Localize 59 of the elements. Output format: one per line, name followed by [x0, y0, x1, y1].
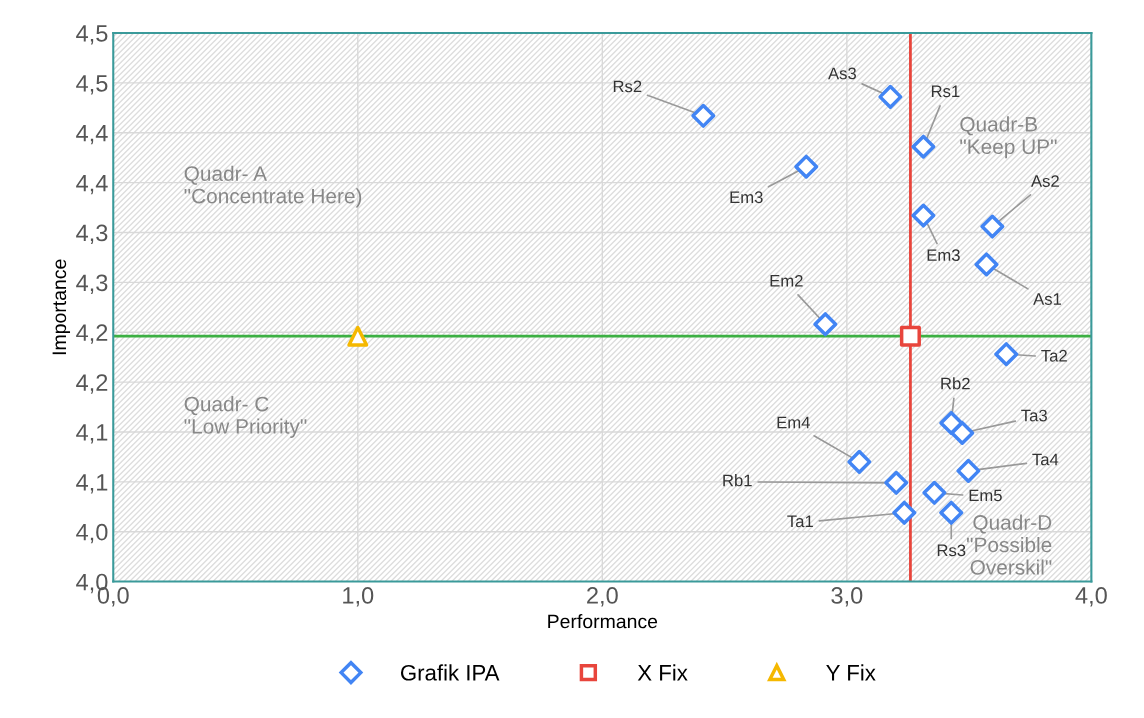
annotation: Em2	[770, 274, 803, 287]
legend-label: Y Fix	[826, 664, 876, 681]
x-tick-label: 1,0	[343, 587, 374, 607]
annotation: Quadr-B "Keep UP"	[960, 116, 1057, 159]
y-axis-title: Importance	[52, 259, 71, 355]
point	[994, 342, 1019, 367]
annotation: Ta3	[1021, 409, 1047, 422]
x-tick-label: 2,0	[587, 587, 618, 607]
annotation: Ta2	[1041, 349, 1067, 362]
point	[884, 470, 909, 495]
legend-label: X Fix	[637, 664, 688, 681]
y-tick-label: 4,3	[76, 224, 108, 245]
point	[911, 203, 936, 228]
annotation: Quadr- A "Concentrate Here)	[184, 165, 362, 208]
y-tick-label: 4,2	[76, 324, 108, 344]
point	[950, 420, 975, 446]
y-tick-label: 4,1	[76, 474, 108, 494]
annotation: Quadr- C "Low Priority"	[184, 396, 307, 438]
point	[911, 134, 936, 159]
annotation: As3	[828, 67, 856, 80]
annotation: Em3	[730, 191, 763, 204]
point	[847, 449, 872, 474]
y-tick-label: 4,4	[76, 125, 108, 145]
point	[956, 458, 981, 483]
x-tick-label: 4,0	[1075, 587, 1107, 607]
point	[980, 214, 1005, 239]
annotation: Em3	[927, 249, 960, 262]
point	[892, 500, 917, 525]
y-tick-label: 4,2	[76, 374, 108, 394]
y-tick-label: 4,5	[76, 25, 108, 45]
y-tick-label: 4,4	[76, 174, 108, 195]
point	[691, 103, 716, 128]
point	[878, 84, 903, 109]
legend-label: Grafik IPA	[400, 664, 500, 681]
annotation: Em4	[777, 416, 810, 429]
point	[347, 325, 369, 347]
annotation: Em5	[969, 489, 1002, 502]
x-axis-title: Performance	[548, 614, 658, 629]
point	[939, 500, 964, 525]
point	[974, 252, 999, 277]
annotation: Ta4	[1032, 453, 1059, 466]
point	[899, 325, 921, 347]
annotation: Ta1	[787, 515, 813, 528]
annotation: As1	[1033, 293, 1062, 305]
y-tick-label: 4,1	[76, 424, 108, 444]
point	[794, 154, 819, 179]
y-tick-label: 4,5	[76, 75, 108, 95]
annotation: Rs2	[613, 80, 642, 93]
y-tick-label: 4,0	[76, 523, 108, 544]
annotation: As2	[1031, 175, 1059, 187]
annotation: Quadr-D "Possible Overskil"	[967, 514, 1052, 575]
annotation: Rb2	[941, 377, 970, 390]
point	[922, 480, 947, 505]
annotation: Rs3	[937, 544, 966, 557]
x-tick-label: 3,0	[831, 587, 863, 607]
point	[813, 312, 838, 337]
annotation: Rs1	[931, 85, 960, 98]
y-tick-label: 4,3	[76, 274, 108, 294]
annotation: Rb1	[723, 474, 752, 487]
